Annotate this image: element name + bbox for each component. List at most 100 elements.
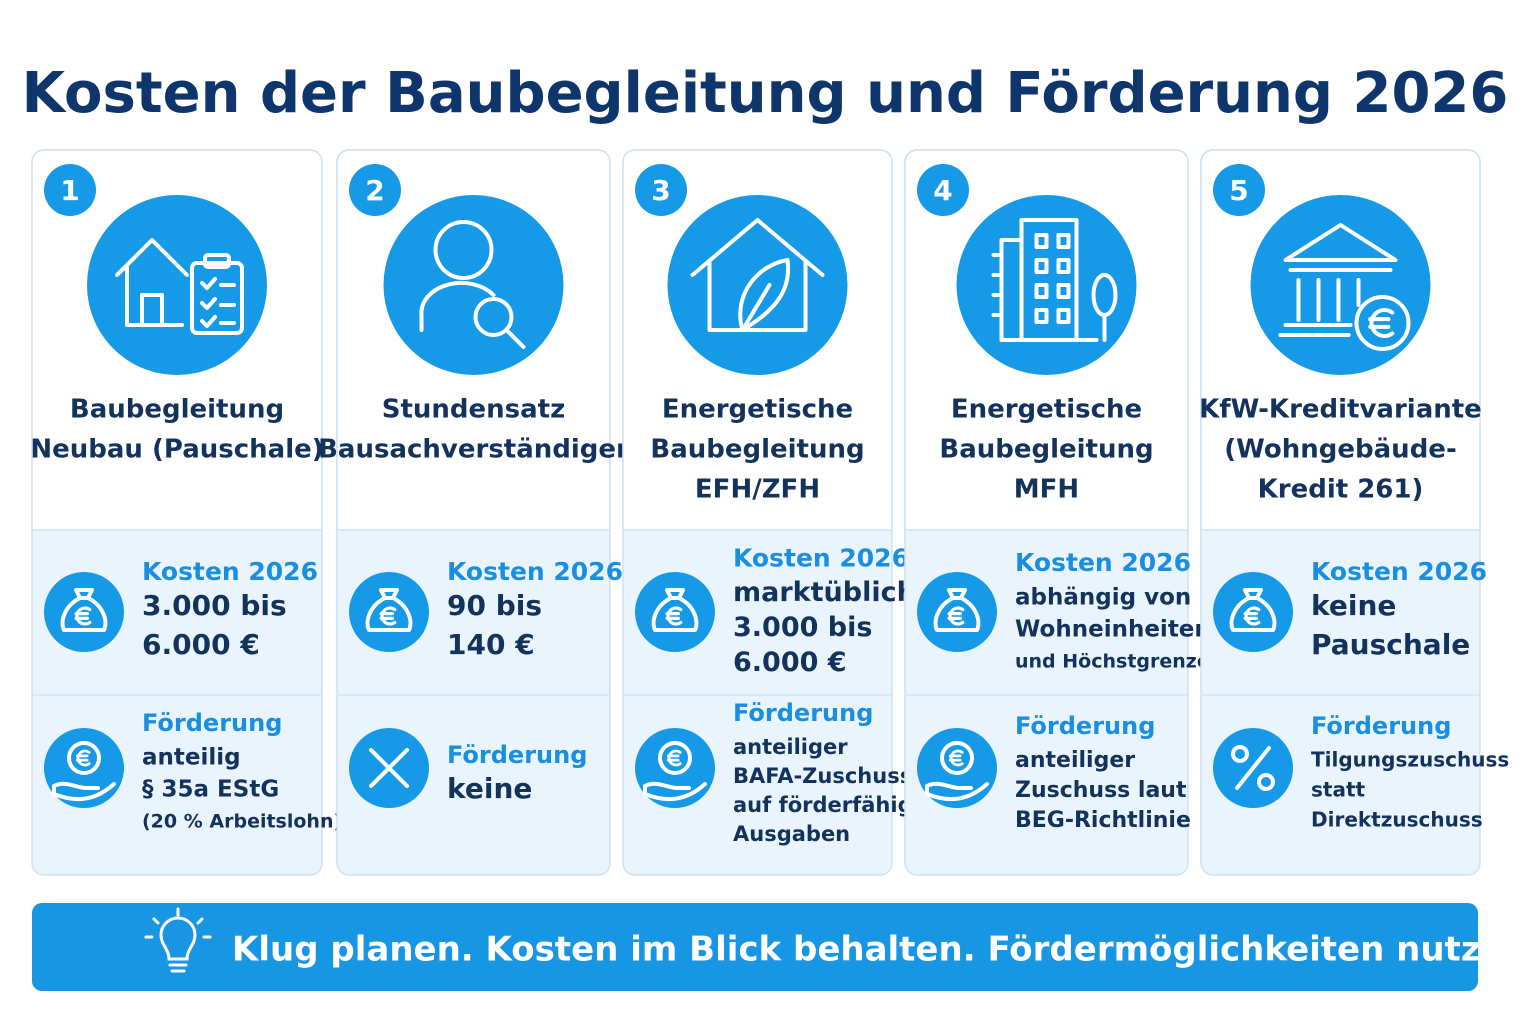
card-number: 2 [365, 174, 384, 207]
cost-text: 140 € [447, 628, 535, 661]
funding-label: Förderung [447, 741, 587, 769]
cost-icon-part [379, 606, 397, 626]
cost-label: Kosten 2026 [447, 557, 623, 586]
cost-text: und Höchstgrenzen [1015, 651, 1223, 673]
cost-icon-part [666, 606, 683, 626]
cost-icon-part [933, 596, 981, 632]
funding-label: Förderung [142, 709, 282, 737]
funding-text: BAFA-Zuschuss [733, 764, 912, 788]
funding-icon-part [75, 754, 89, 762]
card-heading: Baubegleitung [939, 435, 1153, 465]
main-icon-part [1368, 308, 1395, 338]
cost-icon-part [379, 611, 395, 621]
footer-text: Klug planen. Kosten im Blick behalten. F… [232, 930, 1536, 970]
cost-text: 90 bis [447, 589, 542, 622]
card-number: 3 [651, 174, 670, 207]
cost-icon-part [74, 606, 92, 626]
funding-icon-part [666, 754, 680, 762]
funding-icon [925, 741, 989, 802]
funding-icon-bg [44, 728, 124, 808]
main-icon-part [1354, 295, 1411, 351]
card: 1 Baubegleitung Neubau (Pauschale) Kosten 2… [30, 149, 342, 876]
number-badge [1213, 164, 1265, 216]
funding-text: anteiliger [1015, 748, 1135, 773]
card-heading: Baubegleitung [70, 395, 284, 425]
cost-icon-part [665, 606, 683, 626]
main-icon-part [203, 253, 231, 269]
cost-icon-part [75, 606, 92, 626]
cost-icon [60, 588, 108, 632]
bulb-base [168, 963, 188, 973]
main-icon [1278, 223, 1411, 351]
cost-icon-part [1243, 606, 1261, 626]
funding-icon-part [1231, 745, 1249, 763]
card-number: 1 [60, 174, 79, 207]
funding-label: Förderung [1015, 712, 1155, 740]
funding-text: Tilgungszuschuss [1311, 748, 1509, 772]
main-icon-bg [87, 195, 267, 375]
cost-icon-part [380, 606, 397, 626]
cost-icon-part [948, 606, 965, 626]
funding-icon-part [76, 749, 91, 767]
funding-text: auf förderfähige [733, 793, 927, 817]
funding-icon-part [369, 748, 409, 788]
main-icon-part [690, 218, 825, 332]
funding-icon-part [67, 741, 101, 775]
cost-text: 3.000 bis [733, 612, 872, 643]
card-heading: MFH [1014, 475, 1079, 505]
footer-bar [32, 903, 1478, 991]
cost-icon-part [947, 606, 965, 626]
cost-label: Kosten 2026 [733, 544, 909, 573]
card-number: 4 [933, 174, 952, 207]
card: 5 KfW-Kreditvariante (Wohngebäude- Kredit 2… [1199, 149, 1509, 876]
funding-text: § 35a EStG [142, 777, 279, 803]
cost-text: 6.000 € [142, 628, 260, 661]
cost-text: 3.000 bis [142, 589, 287, 622]
funding-text: anteilig [142, 745, 241, 771]
card-heading: Baubegleitung [650, 435, 864, 465]
cost-text: abhängig von [1015, 585, 1191, 611]
funding-icon-part [666, 749, 682, 767]
funding-icon-part [1257, 773, 1275, 791]
cost-icon-part [1229, 596, 1277, 632]
funding-icon-part [948, 749, 964, 767]
cost-label: Kosten 2026 [142, 557, 318, 586]
funding-text: keine [447, 772, 532, 805]
cost-icon-part [74, 611, 90, 621]
funding-icon [643, 741, 707, 802]
cost-icon [365, 588, 413, 632]
main-icon-part [1278, 223, 1398, 337]
funding-icon-part [949, 749, 964, 767]
funding-icon [52, 741, 116, 802]
cost-icon-part [60, 596, 108, 632]
cost-icon-part [665, 611, 681, 621]
cost-icon-part [947, 611, 963, 621]
funding-text: BEG-Richtlinie [1015, 808, 1191, 833]
funding-text: anteiliger [733, 735, 848, 759]
funding-icon-part [948, 754, 962, 762]
number-badge [44, 164, 96, 216]
cost-icon-part [1243, 611, 1259, 621]
card-heading: KfW-Kreditvariante [1199, 395, 1482, 425]
funding-icon-part [658, 741, 692, 775]
card-heading: EFH/ZFH [695, 475, 820, 505]
funding-icon-bg [635, 728, 715, 808]
card-heading: Neubau (Pauschale) [30, 435, 323, 465]
main-icon [115, 238, 244, 335]
card: 4 Energetische Baubegleitung MFH Kosten 2026… [904, 149, 1223, 876]
cost-icon [1229, 588, 1277, 632]
cost-text: marktüblich [733, 577, 916, 608]
card-heading: Bausachverständiger [318, 435, 629, 465]
cost-text: keine [1311, 589, 1396, 622]
funding-label: Förderung [1311, 712, 1451, 740]
main-icon [419, 220, 526, 349]
card-heading: (Wohngebäude- [1224, 435, 1456, 465]
cost-text: 6.000 € [733, 647, 847, 678]
bulb [159, 916, 197, 961]
main-icon-part [190, 261, 244, 335]
funding-text: Direktzuschuss [1311, 808, 1483, 832]
card-heading: Stundensatz [382, 395, 566, 425]
main-icon-part [991, 233, 1071, 324]
card: 3 Energetische Baubegleitung EFH/ZFH Kosten … [622, 149, 927, 876]
